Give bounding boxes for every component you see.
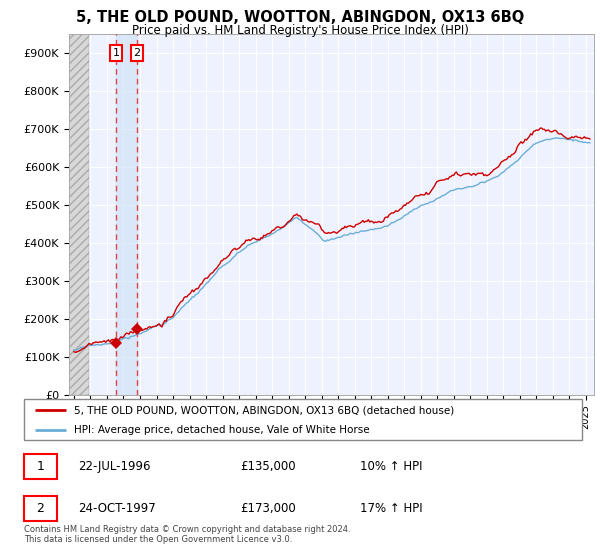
Text: 1: 1 [113, 48, 119, 58]
Text: 10% ↑ HPI: 10% ↑ HPI [360, 460, 422, 473]
Text: Contains HM Land Registry data © Crown copyright and database right 2024.
This d: Contains HM Land Registry data © Crown c… [24, 525, 350, 544]
Bar [116, 34, 137, 395]
Text: 5, THE OLD POUND, WOOTTON, ABINGDON, OX13 6BQ (detached house): 5, THE OLD POUND, WOOTTON, ABINGDON, OX1… [74, 405, 454, 415]
Text: 22-JUL-1996: 22-JUL-1996 [78, 460, 151, 473]
Text: 5, THE OLD POUND, WOOTTON, ABINGDON, OX13 6BQ: 5, THE OLD POUND, WOOTTON, ABINGDON, OX1… [76, 10, 524, 25]
Text: 17% ↑ HPI: 17% ↑ HPI [360, 502, 422, 515]
Text: 24-OCT-1997: 24-OCT-1997 [78, 502, 156, 515]
Text: £173,000: £173,000 [240, 502, 296, 515]
Text: Price paid vs. HM Land Registry's House Price Index (HPI): Price paid vs. HM Land Registry's House … [131, 24, 469, 36]
Text: £135,000: £135,000 [240, 460, 296, 473]
Text: 2: 2 [37, 502, 44, 515]
Text: HPI: Average price, detached house, Vale of White Horse: HPI: Average price, detached house, Vale… [74, 424, 370, 435]
Text: 1: 1 [37, 460, 44, 473]
Text: 2: 2 [133, 48, 140, 58]
